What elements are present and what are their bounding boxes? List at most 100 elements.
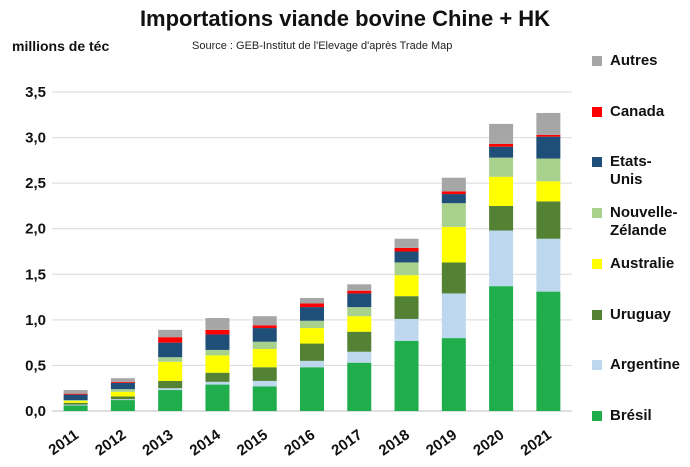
bar-segment xyxy=(394,247,419,252)
bar-segment xyxy=(110,396,135,400)
bar-segment xyxy=(536,136,561,159)
bar-segment xyxy=(441,262,466,294)
x-tick-label: 2011 xyxy=(46,426,82,459)
bar-segment xyxy=(536,181,561,202)
bar-segment xyxy=(300,307,324,321)
legend-label: Nouvelle- Zélande xyxy=(610,204,678,240)
legend-item: Nouvelle- Zélande xyxy=(592,204,678,240)
bar-segment xyxy=(158,342,183,358)
legend-label: Argentine xyxy=(610,356,681,374)
x-tick-label: 2014 xyxy=(187,426,225,459)
y-tick-label: 3,5 xyxy=(25,84,46,101)
legend-item: Uruguay xyxy=(592,306,671,324)
bar-segment xyxy=(394,238,419,248)
bar-segment xyxy=(205,355,230,373)
bar-segment xyxy=(536,238,561,292)
bar-segment xyxy=(110,389,135,392)
bar-segment xyxy=(441,177,466,192)
bar-segment xyxy=(205,349,230,356)
legend-swatch xyxy=(592,106,602,117)
bar-segment xyxy=(394,275,419,297)
bar-segment xyxy=(63,404,88,406)
bar-segment xyxy=(394,318,419,341)
grid-lines xyxy=(52,91,572,412)
bar-segment xyxy=(489,205,514,231)
legend-item: Autres xyxy=(592,52,658,70)
bar-segment xyxy=(205,318,230,330)
legend-item: Australie xyxy=(592,255,674,273)
bar-segment xyxy=(536,201,561,239)
bar-segment xyxy=(300,303,324,308)
legend-swatch xyxy=(592,360,602,371)
bar-segment xyxy=(394,262,419,276)
legend-swatch xyxy=(592,208,602,219)
legend-item: Etats- Unis xyxy=(592,153,652,189)
bar-segment xyxy=(489,176,514,206)
x-tick-label: 2015 xyxy=(234,426,271,459)
bar-segment xyxy=(536,291,561,411)
bar-segment xyxy=(110,400,135,411)
bar-segment xyxy=(252,367,277,381)
legend-item: Canada xyxy=(592,103,664,121)
legend-item: Brésil xyxy=(592,407,652,425)
bar-segment xyxy=(252,349,277,368)
bar-segment xyxy=(63,400,88,403)
bar-segment xyxy=(205,384,230,411)
bar-segment xyxy=(489,146,514,158)
legend-swatch xyxy=(592,411,602,421)
y-tick-label: 1,0 xyxy=(25,312,46,329)
y-axis-label: millions de téc xyxy=(12,38,110,54)
bar-segment xyxy=(347,307,372,317)
bar-segment xyxy=(441,191,466,195)
legend-swatch xyxy=(592,56,602,66)
bar-segment xyxy=(300,367,324,411)
bar-segment xyxy=(489,286,514,411)
bar-segment xyxy=(252,380,277,387)
bar-segment xyxy=(252,325,277,329)
bar-segment xyxy=(63,402,88,405)
bar-segment xyxy=(158,361,183,381)
y-tick-label: 2,5 xyxy=(25,175,46,192)
legend-label: Uruguay xyxy=(610,305,671,323)
bar-segment xyxy=(441,338,466,411)
y-tick-label: 0,0 xyxy=(25,403,46,420)
bar-segment xyxy=(252,328,277,342)
bar-segment xyxy=(252,316,277,326)
y-tick-label: 1,5 xyxy=(25,266,46,283)
bar-segment xyxy=(158,380,183,389)
bar-segment xyxy=(536,158,561,182)
bar-segment xyxy=(441,293,466,339)
legend-label: Canada xyxy=(610,102,665,120)
x-tick-label: 2018 xyxy=(376,426,413,459)
bar-segment xyxy=(347,290,372,294)
bar-segment xyxy=(536,134,561,137)
bar-segment xyxy=(489,230,514,287)
bar-segment xyxy=(347,331,372,352)
bar-segment xyxy=(110,382,135,390)
bar-segment xyxy=(110,391,135,397)
bar-segment xyxy=(347,293,372,308)
bar-segment xyxy=(63,393,88,395)
bar-segment xyxy=(158,329,183,338)
bar-segment xyxy=(441,203,466,227)
bar-segment xyxy=(205,381,230,385)
legend-label: Autres xyxy=(610,52,658,69)
x-tick-label: 2017 xyxy=(328,426,365,459)
bar-segment xyxy=(158,390,183,411)
legend-swatch xyxy=(592,258,602,269)
x-tick-label: 2021 xyxy=(518,426,555,459)
x-tick-label: 2016 xyxy=(281,426,318,459)
bar-segment xyxy=(394,296,419,319)
x-tick-label: 2019 xyxy=(423,426,460,459)
y-tick-labels: 0,0 0,5 1,0 1,5 2,0 2,5 3,0 3,5 xyxy=(25,84,46,420)
bar-segment xyxy=(300,328,324,344)
legend-item: Argentine xyxy=(592,356,680,374)
bar-segment xyxy=(300,297,324,304)
bar-segment xyxy=(158,337,183,343)
bar-segment xyxy=(441,194,466,204)
bar-segment xyxy=(252,341,277,350)
bar-segment xyxy=(536,112,561,135)
bar-segment xyxy=(394,251,419,263)
bar-segment xyxy=(347,284,372,291)
bar-segment xyxy=(110,381,135,383)
